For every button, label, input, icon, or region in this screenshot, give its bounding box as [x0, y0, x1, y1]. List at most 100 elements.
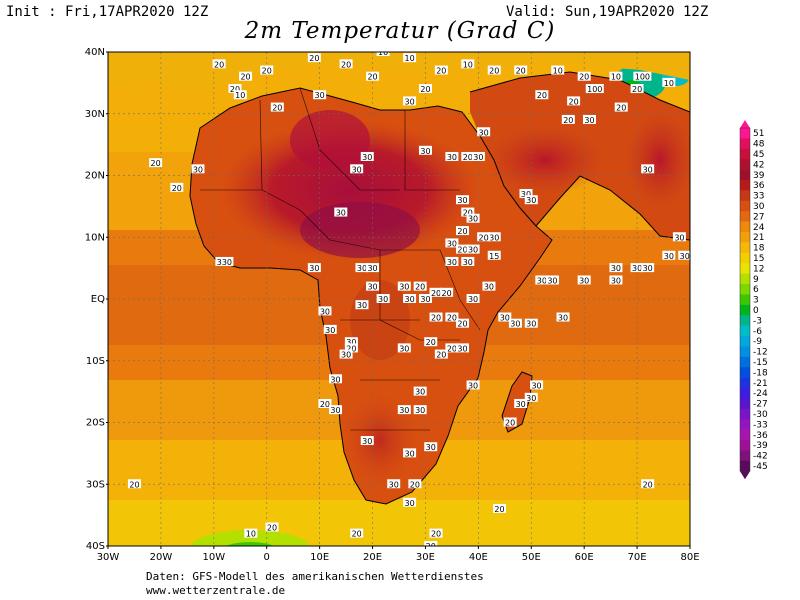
- contour-label: 30: [577, 275, 591, 285]
- legend-swatch: [740, 190, 750, 202]
- svg-text:30: 30: [447, 153, 457, 162]
- svg-text:30: 30: [420, 295, 430, 304]
- legend-swatch: [740, 252, 750, 264]
- contour-label: 20: [514, 65, 528, 76]
- svg-text:20: 20: [569, 97, 579, 106]
- legend-value: -27: [753, 400, 768, 410]
- contour-label: 30: [471, 151, 485, 162]
- color-legend: 51484542393633302724211815129630-3-6-9-1…: [739, 120, 768, 480]
- legend-value: -6: [753, 327, 762, 337]
- contour-label: 30: [672, 232, 686, 242]
- contour-label: 100: [633, 71, 652, 82]
- svg-text:30: 30: [193, 165, 203, 174]
- svg-text:20: 20: [352, 530, 362, 539]
- svg-text:30: 30: [346, 338, 356, 347]
- legend-swatch: [740, 242, 750, 254]
- contour-label: 20: [429, 312, 443, 323]
- svg-text:30: 30: [611, 276, 621, 285]
- legend-swatch: [740, 346, 750, 358]
- svg-text:30: 30: [362, 437, 372, 446]
- lon-label: 70E: [628, 552, 647, 563]
- contour-label: 30: [403, 96, 417, 106]
- svg-text:10: 10: [378, 48, 388, 57]
- contour-label: 20: [239, 71, 253, 82]
- svg-text:20: 20: [442, 289, 452, 298]
- contour-label: 30: [582, 114, 596, 125]
- legend-value: 18: [753, 244, 765, 254]
- svg-text:30: 30: [426, 443, 436, 452]
- lat-label: 20N: [85, 171, 105, 182]
- contour-label: 30: [461, 256, 475, 267]
- legend-swatch: [740, 148, 750, 160]
- contour-label: 20: [445, 343, 459, 353]
- contour-label: 30: [366, 263, 380, 273]
- svg-text:30: 30: [357, 264, 367, 273]
- legend-swatch: [740, 200, 750, 212]
- svg-text:20: 20: [436, 351, 446, 360]
- contour-label: 20: [429, 287, 443, 298]
- contour-label: 30: [556, 312, 570, 323]
- svg-text:20: 20: [172, 184, 182, 193]
- contour-label: 30: [360, 151, 374, 162]
- svg-text:30: 30: [500, 314, 510, 323]
- legend-swatch: [740, 408, 750, 420]
- svg-text:30: 30: [315, 91, 325, 100]
- svg-text:30: 30: [579, 276, 589, 285]
- legend-swatch: [740, 398, 750, 410]
- contour-label: 20: [577, 71, 591, 82]
- legend-value: 45: [753, 150, 764, 160]
- legend-swatch: [740, 159, 750, 170]
- contour-label: 20: [445, 312, 459, 323]
- contour-label: 20: [493, 503, 507, 514]
- contour-label: 30: [545, 275, 559, 285]
- contour-label: 30: [318, 306, 332, 316]
- svg-text:30: 30: [643, 264, 653, 273]
- contour-label: 30: [418, 294, 432, 304]
- contour-label: 30: [466, 244, 480, 255]
- lat-label: 30N: [85, 109, 105, 120]
- contour-label: 30: [397, 343, 411, 353]
- contour-label: 20: [487, 65, 501, 76]
- contour-label: 30: [360, 436, 374, 446]
- svg-text:30: 30: [457, 196, 467, 205]
- lon-label: 0: [264, 552, 270, 563]
- legend-value: -15: [753, 358, 768, 368]
- contour-label: 20: [434, 349, 448, 360]
- legend-value: -24: [753, 389, 768, 399]
- svg-text:30: 30: [330, 375, 340, 384]
- svg-text:20: 20: [240, 73, 250, 82]
- contour-label: 20: [307, 53, 321, 63]
- legend-value: -30: [753, 410, 768, 420]
- svg-text:30: 30: [404, 97, 414, 106]
- legend-value: 39: [753, 171, 765, 181]
- svg-text:30: 30: [526, 394, 536, 403]
- lat-label: 20S: [86, 418, 105, 429]
- legend-value: 24: [753, 223, 765, 233]
- legend-swatch: [740, 169, 750, 181]
- legend-value: 48: [753, 140, 765, 150]
- contour-label: 100: [585, 84, 604, 94]
- contour-label: 10: [244, 528, 258, 539]
- legend-swatch: [740, 304, 750, 316]
- contour-label: 30: [445, 256, 459, 267]
- legend-value: -9: [753, 337, 762, 347]
- svg-text:20: 20: [457, 227, 467, 236]
- svg-text:20: 20: [320, 400, 330, 409]
- svg-text:30: 30: [330, 406, 340, 415]
- contour-label: 10: [233, 90, 247, 100]
- svg-text:30: 30: [664, 252, 674, 261]
- contour-label: 30: [413, 405, 427, 415]
- svg-text:30: 30: [521, 190, 531, 199]
- svg-text:20: 20: [489, 67, 499, 76]
- svg-text:20: 20: [230, 85, 240, 94]
- contour-label: 20: [641, 479, 655, 489]
- legend-value: 3: [753, 296, 759, 306]
- contour-label: 20: [561, 114, 575, 125]
- contour-label: 20: [260, 65, 274, 76]
- svg-text:30: 30: [309, 264, 319, 273]
- svg-text:20: 20: [272, 104, 282, 113]
- contour-label: 30: [397, 281, 411, 292]
- svg-text:30: 30: [526, 196, 536, 205]
- contour-label: 30: [413, 386, 427, 397]
